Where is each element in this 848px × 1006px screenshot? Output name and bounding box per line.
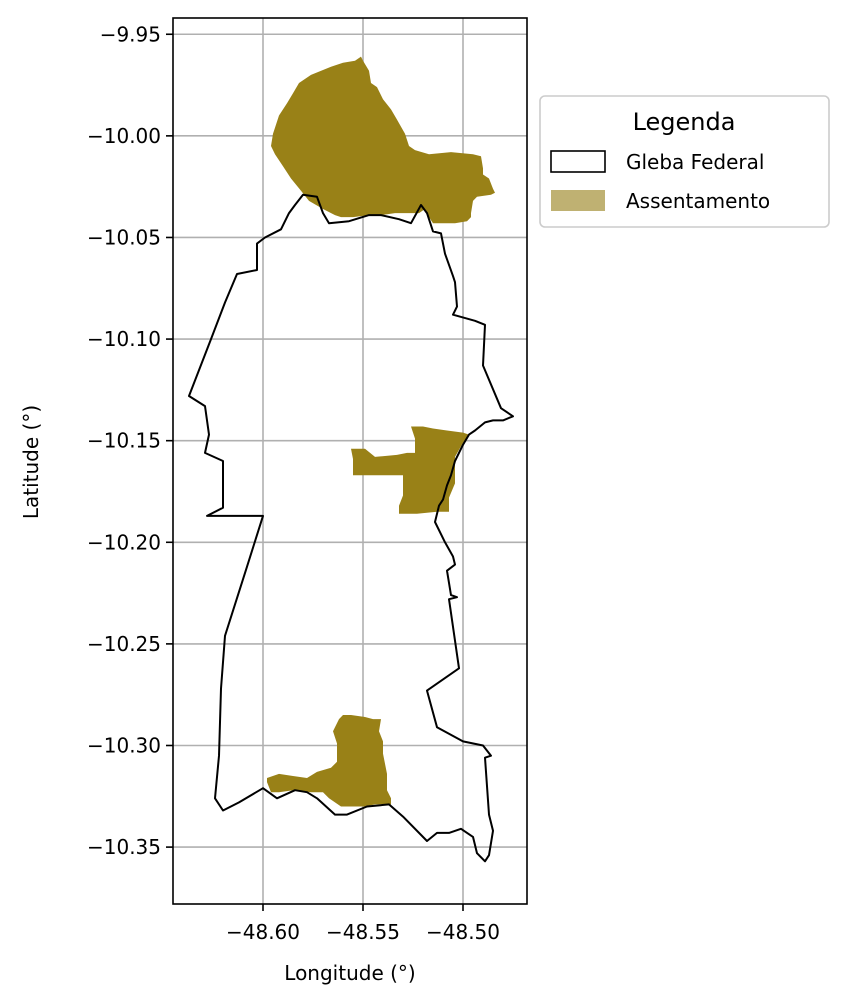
- assentamento-layer: [267, 56, 495, 807]
- legend-label-gleba-federal: Gleba Federal: [626, 150, 764, 174]
- y-tick-label: −10.05: [87, 225, 161, 249]
- x-tick-label: −48.50: [426, 920, 500, 944]
- assentamento-polygon: [271, 56, 495, 224]
- y-axis-ticks: −9.95 −10.00 −10.05 −10.10 −10.15 −10.20 −10.2…: [87, 22, 173, 859]
- y-tick-label: −10.35: [87, 835, 161, 859]
- x-axis-ticks: −48.60 −48.55 −48.50: [226, 904, 500, 944]
- y-tick-label: −10.25: [87, 632, 161, 656]
- legend-label-assentamento: Assentamento: [626, 189, 770, 213]
- y-tick-label: −10.20: [87, 530, 161, 554]
- y-tick-label: −10.15: [87, 429, 161, 453]
- x-tick-label: −48.55: [326, 920, 400, 944]
- legend: Legenda Gleba Federal Assentamento: [539, 95, 830, 228]
- legend-swatch-assentamento: [551, 190, 605, 211]
- x-axis-label: Longitude (°): [284, 961, 415, 985]
- assentamento-polygon: [267, 715, 391, 807]
- gleba-federal-outline: [188, 193, 514, 863]
- y-axis-label: Latitude (°): [19, 405, 43, 519]
- y-tick-label: −10.10: [87, 327, 161, 351]
- y-tick-label: −10.30: [87, 733, 161, 757]
- assentamento-polygon: [351, 426, 469, 514]
- plot-frame: [172, 17, 528, 905]
- legend-swatch-gleba-federal: [550, 150, 606, 173]
- x-tick-label: −48.60: [226, 920, 300, 944]
- y-tick-label: −10.00: [87, 124, 161, 148]
- y-tick-label: −9.95: [100, 22, 161, 46]
- legend-title: Legenda: [633, 108, 736, 136]
- legend-box: [539, 95, 830, 228]
- gleba-federal-layer: [188, 193, 514, 863]
